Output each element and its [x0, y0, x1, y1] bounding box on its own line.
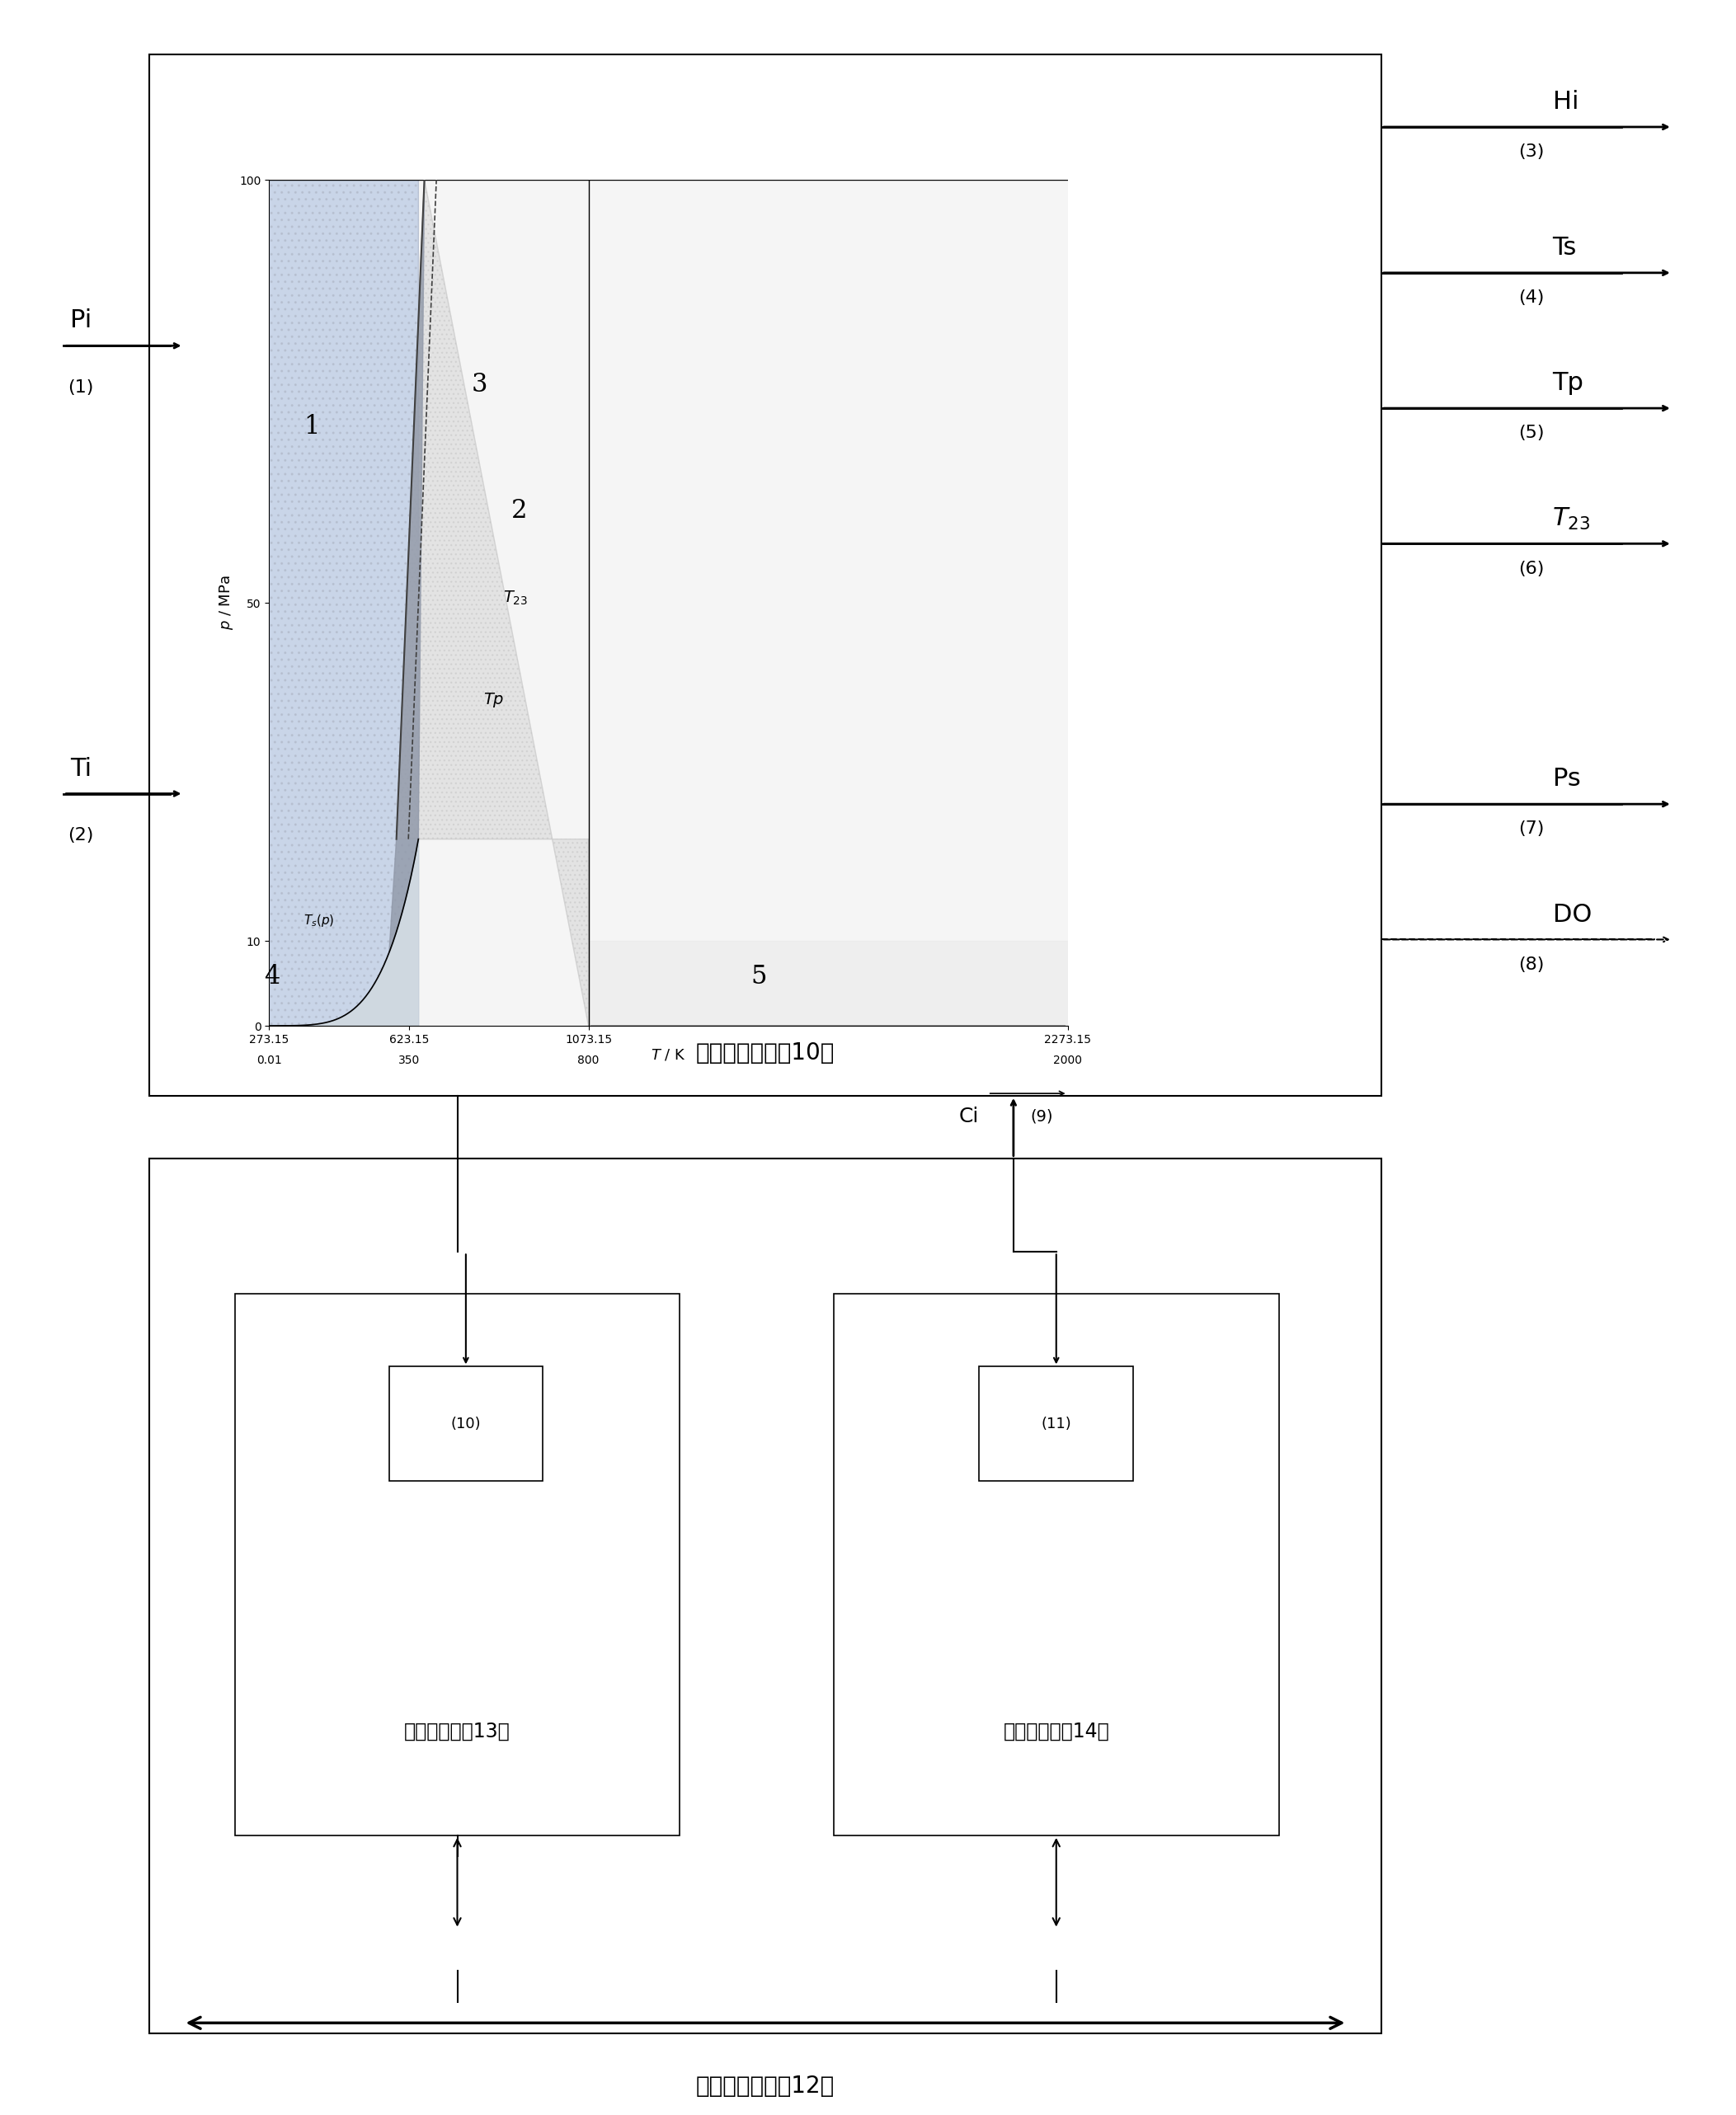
Polygon shape [269, 180, 418, 1026]
Text: (7): (7) [1519, 821, 1543, 838]
Text: (10): (10) [451, 1417, 481, 1432]
Bar [149, 1159, 1382, 2033]
Polygon shape [389, 180, 424, 952]
Text: (9): (9) [1031, 1108, 1054, 1125]
Text: 5: 5 [752, 964, 767, 990]
Text: (11): (11) [1042, 1417, 1071, 1432]
Text: 4: 4 [264, 964, 279, 990]
Bar [979, 1366, 1134, 1480]
Text: Ti: Ti [69, 757, 92, 780]
Text: (6): (6) [1519, 560, 1543, 577]
Text: Ps: Ps [1552, 768, 1580, 791]
Polygon shape [396, 180, 589, 1026]
Polygon shape [589, 941, 1068, 1026]
Text: Ci: Ci [958, 1106, 979, 1127]
Text: Hi: Hi [1552, 91, 1578, 114]
Text: 过程控制系统（12）: 过程控制系统（12） [696, 2075, 835, 2098]
Text: 实时计算模块（10）: 实时计算模块（10） [696, 1041, 835, 1064]
Bar [234, 1294, 681, 1836]
Text: Tp: Tp [1552, 372, 1583, 396]
Text: Pi: Pi [69, 309, 92, 332]
Text: $T_s(p)$: $T_s(p)$ [304, 914, 335, 928]
Text: Ts: Ts [1552, 237, 1576, 260]
Polygon shape [269, 180, 418, 1026]
Text: $T_{23}$: $T_{23}$ [1552, 505, 1590, 531]
Text: 1: 1 [304, 415, 319, 440]
Bar [389, 1366, 543, 1480]
Text: $Tp$: $Tp$ [483, 692, 505, 709]
Text: DO: DO [1552, 903, 1592, 926]
X-axis label: $T$ / K: $T$ / K [651, 1047, 686, 1062]
Text: (3): (3) [1519, 144, 1543, 161]
Text: $T_{23}$: $T_{23}$ [503, 590, 528, 607]
Text: 实时控制器（13）: 实时控制器（13） [404, 1722, 510, 1741]
Text: 人机接口窰（14）: 人机接口窰（14） [1003, 1722, 1109, 1741]
Text: (4): (4) [1519, 290, 1543, 307]
Bar [149, 55, 1382, 1096]
Text: 3: 3 [472, 372, 488, 398]
Bar [833, 1294, 1279, 1836]
Text: (8): (8) [1519, 956, 1543, 973]
Text: (5): (5) [1519, 425, 1545, 442]
Text: 2: 2 [512, 499, 528, 525]
Text: (1): (1) [68, 379, 94, 396]
Text: (2): (2) [68, 827, 94, 844]
Y-axis label: $p$ / MPa: $p$ / MPa [217, 575, 234, 630]
